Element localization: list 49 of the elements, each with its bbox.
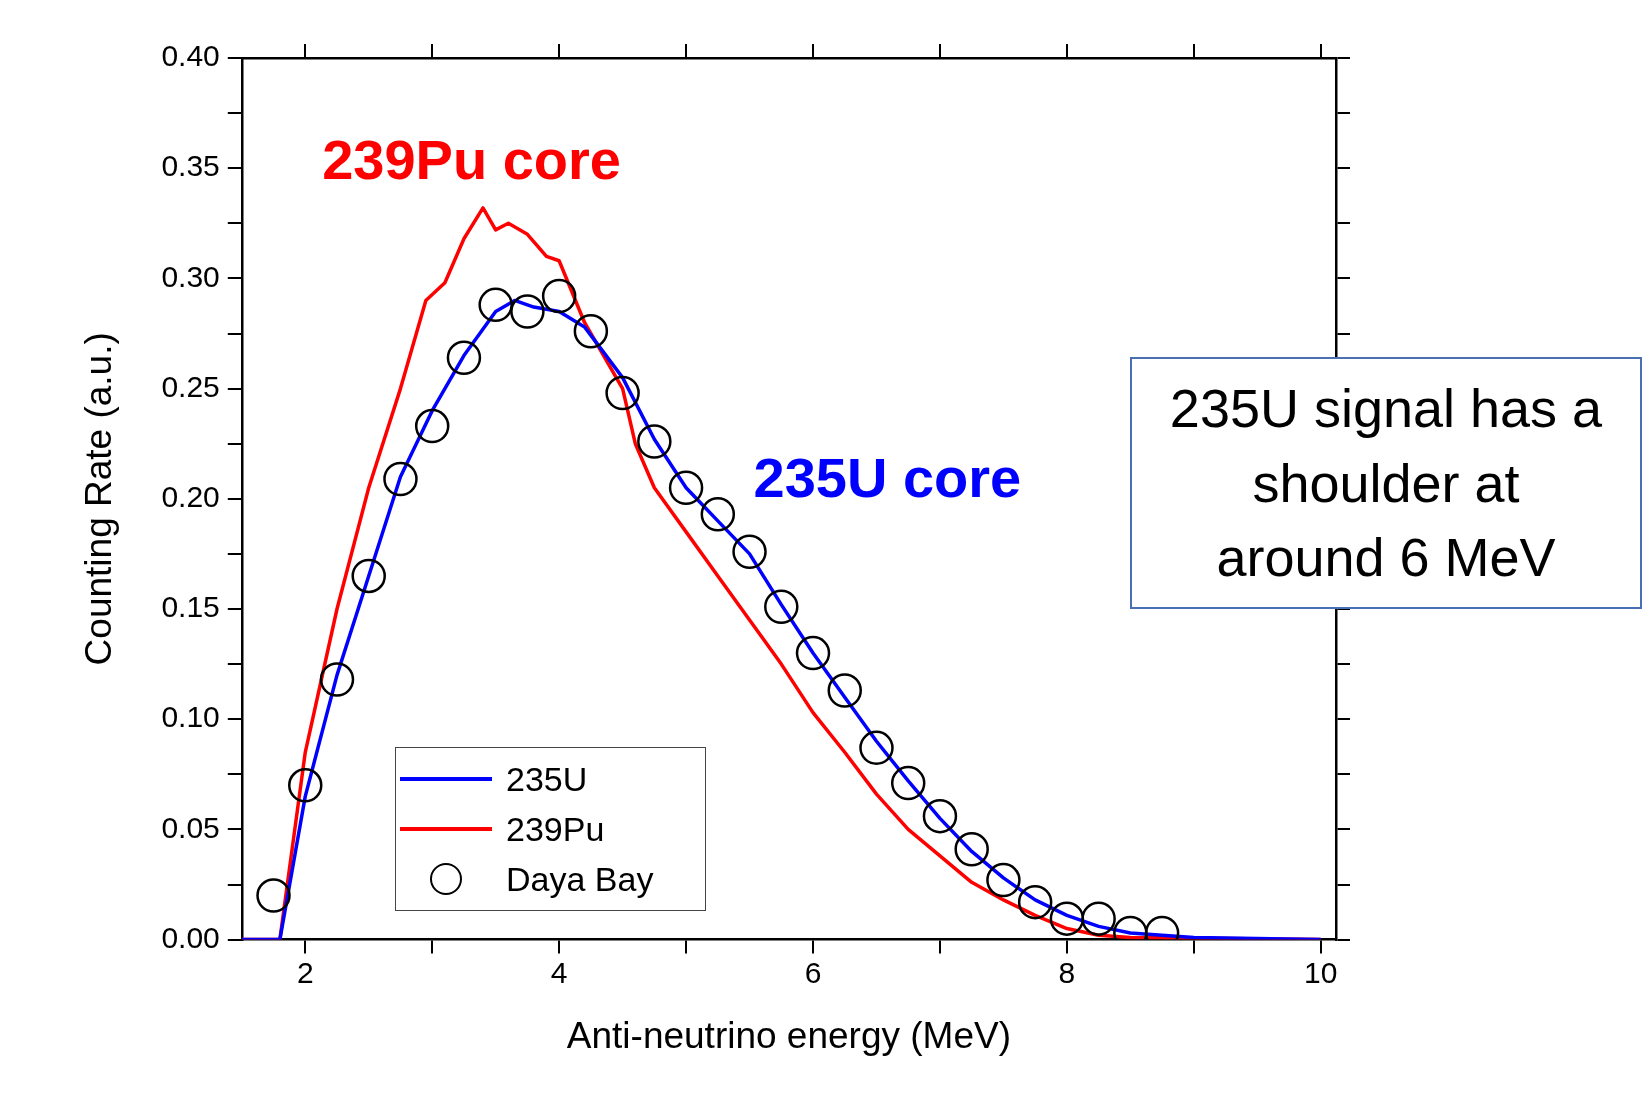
- y-tick-label: 0.40: [161, 39, 220, 73]
- point: [890, 765, 926, 801]
- y-tick-label: 0.20: [161, 480, 220, 514]
- x-tick-label: 4: [550, 955, 568, 989]
- legend-label: Daya Bay: [506, 859, 654, 899]
- y-tick-label: 0.05: [161, 810, 220, 844]
- point: [1049, 901, 1085, 936]
- point: [256, 878, 291, 913]
- point: [637, 424, 672, 459]
- point: [922, 798, 958, 834]
- y-tick-label: 0.35: [161, 149, 220, 183]
- point: [700, 496, 736, 532]
- annotation: 235U signal has a shoulder at around 6 MeV: [1130, 357, 1642, 609]
- point: [668, 470, 704, 506]
- point: [605, 375, 640, 411]
- point: [795, 635, 831, 671]
- point: [446, 340, 482, 375]
- y-tick-label: 0.30: [161, 259, 220, 293]
- point: [351, 558, 386, 594]
- y-axis-title: Counting Rate (a.u.): [78, 332, 120, 666]
- y-tick-label: 0.15: [161, 590, 220, 624]
- legend-label: 239Pu: [506, 809, 605, 849]
- annotation: 239Pu core: [322, 128, 621, 192]
- point: [510, 294, 545, 329]
- point: [764, 589, 799, 625]
- y-tick-label: 0.00: [161, 920, 220, 954]
- point: [1081, 901, 1116, 936]
- point: [859, 730, 894, 766]
- point: [478, 287, 513, 323]
- legend-label: 235U: [506, 759, 588, 799]
- point: [827, 673, 862, 708]
- point: [414, 408, 450, 444]
- x-axis-title: Anti-neutrino energy (MeV): [566, 1015, 1011, 1056]
- point: [288, 768, 323, 803]
- point: [383, 461, 418, 497]
- point: [986, 862, 1021, 898]
- point: [541, 278, 577, 314]
- y-tick-label: 0.25: [161, 369, 220, 403]
- annotation: 235U core: [753, 445, 1022, 509]
- point: [1017, 884, 1053, 920]
- x-tick-label: 10: [1304, 955, 1338, 989]
- x-tick-label: 2: [296, 955, 314, 989]
- point: [954, 831, 989, 867]
- x-tick-label: 6: [804, 955, 822, 989]
- point: [319, 662, 355, 697]
- point: [732, 534, 767, 569]
- point: [573, 314, 609, 349]
- y-tick-label: 0.10: [161, 700, 220, 734]
- x-tick-label: 8: [1058, 955, 1076, 989]
